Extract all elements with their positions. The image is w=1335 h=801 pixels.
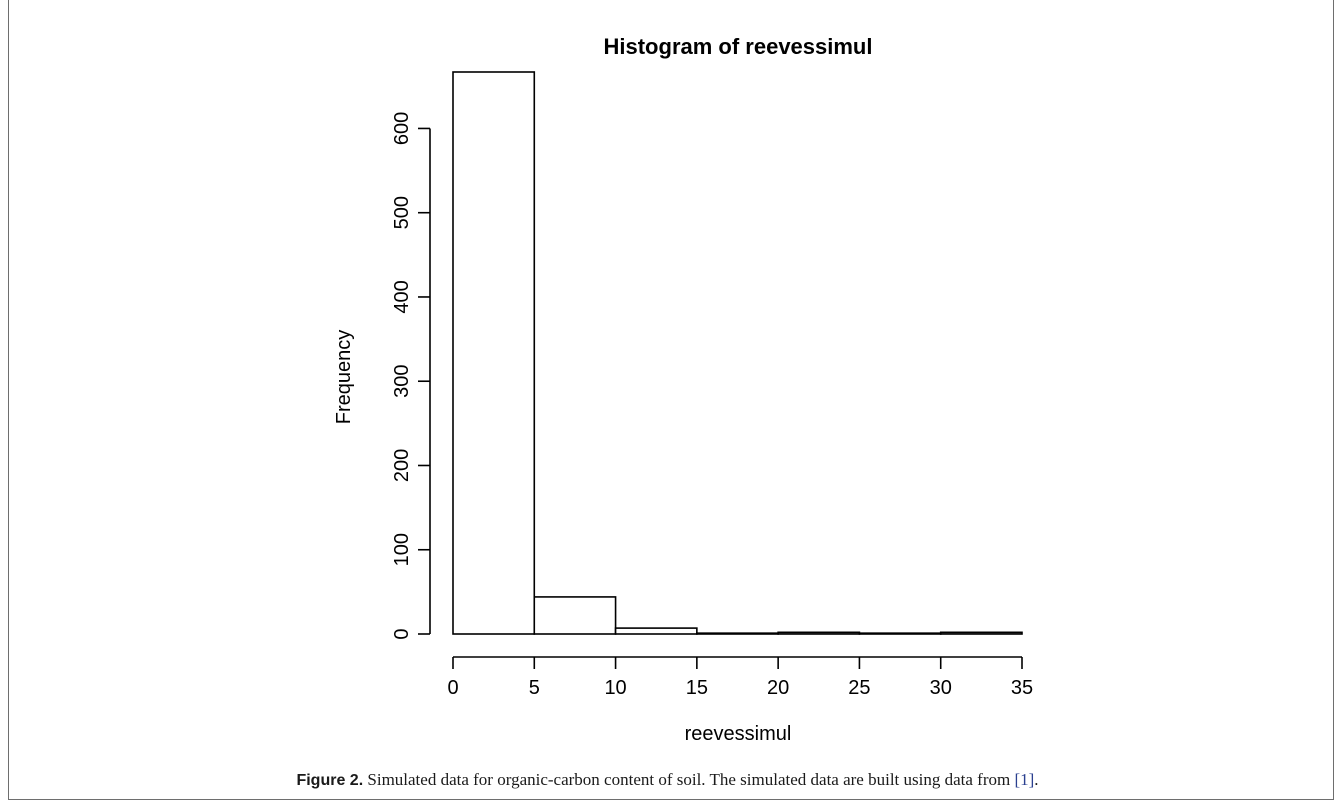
bars-group bbox=[452, 71, 1023, 635]
caption-label: Figure 2. bbox=[296, 772, 364, 789]
y-tick-label-1: 100 bbox=[391, 533, 413, 566]
x-tick-label-1: 5 bbox=[529, 677, 540, 699]
y-tick-label-2: 200 bbox=[391, 449, 413, 482]
histogram-bar-6 bbox=[939, 631, 1023, 635]
y-tick-label-3: 300 bbox=[391, 365, 413, 398]
figure-frame bbox=[8, 0, 1334, 800]
figure-caption: Figure 2. Simulated data for organic-car… bbox=[0, 770, 1335, 790]
x-axis-label: reevessimul bbox=[685, 723, 792, 745]
y-axis: 0 100 200 300 400 500 600 bbox=[391, 112, 431, 640]
histogram-bar-0 bbox=[452, 71, 536, 635]
histogram-bar-2 bbox=[614, 627, 698, 635]
caption-reference-link[interactable]: [1] bbox=[1014, 770, 1035, 789]
chart-title: Histogram of reevessimul bbox=[604, 34, 873, 59]
histogram-bar-3 bbox=[696, 632, 779, 635]
caption-text: Simulated data for organic-carbon conten… bbox=[363, 770, 1015, 789]
x-tick-label-0: 0 bbox=[447, 677, 458, 699]
histogram-bar-5 bbox=[858, 632, 942, 635]
y-tick-label-6: 600 bbox=[391, 112, 413, 145]
y-tick-label-0: 0 bbox=[391, 628, 413, 639]
histogram-bar-4 bbox=[777, 631, 861, 635]
y-tick-label-5: 500 bbox=[391, 196, 413, 229]
histogram-bar-1 bbox=[533, 596, 617, 635]
x-axis: 0 5 10 15 20 25 30 35 bbox=[447, 656, 1033, 699]
x-tick-label-6: 30 bbox=[930, 677, 952, 699]
x-tick-label-5: 25 bbox=[848, 677, 870, 699]
y-tick-label-4: 400 bbox=[391, 280, 413, 313]
x-tick-label-2: 10 bbox=[604, 677, 626, 699]
caption-end: . bbox=[1034, 770, 1039, 789]
x-tick-label-7: 35 bbox=[1011, 677, 1033, 699]
x-tick-label-3: 15 bbox=[686, 677, 708, 699]
x-tick-label-4: 20 bbox=[767, 677, 789, 699]
y-axis-label: Frequency bbox=[333, 330, 355, 425]
